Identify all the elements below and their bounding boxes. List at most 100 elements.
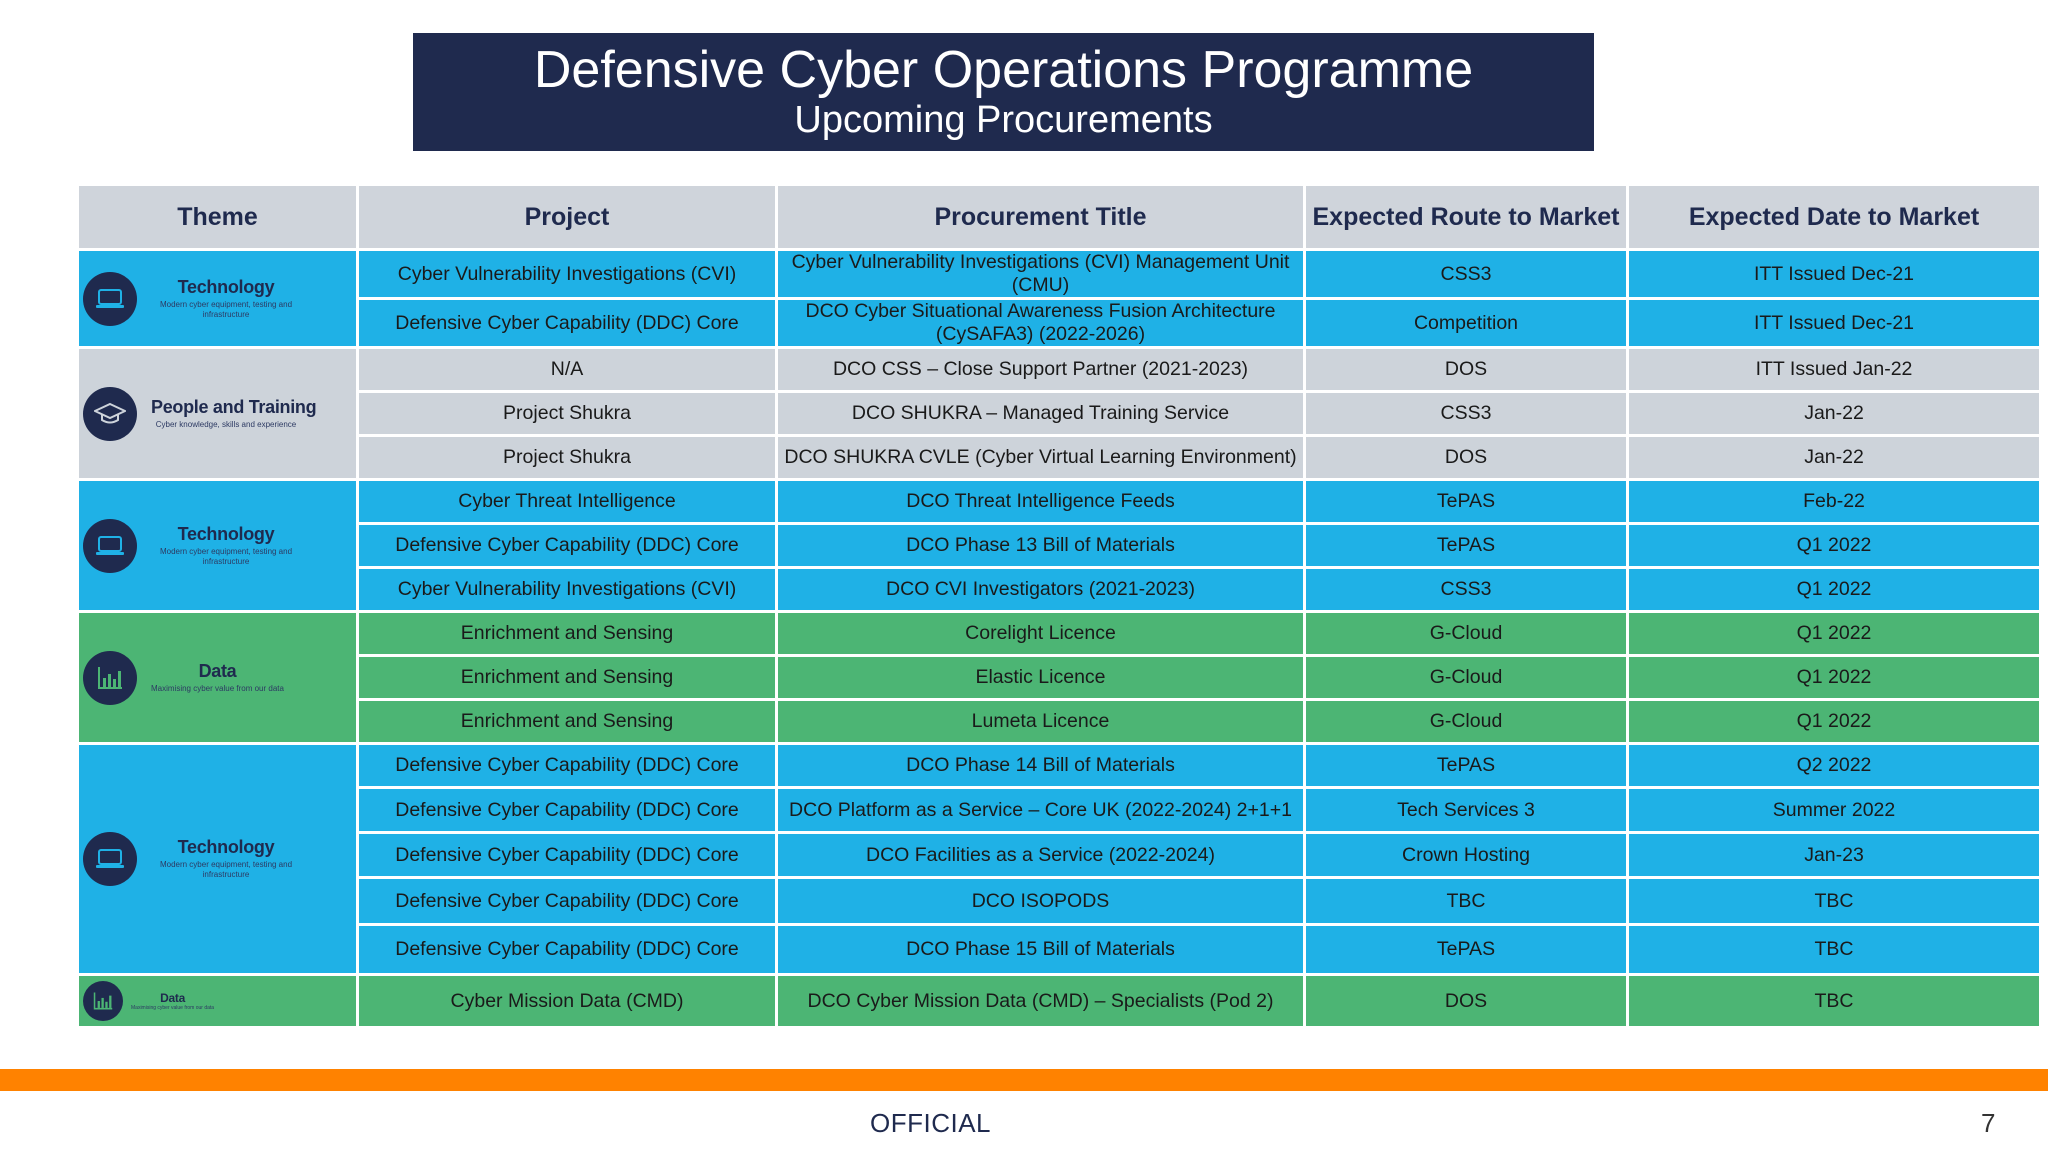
header-theme: Theme xyxy=(76,183,359,251)
page-number: 7 xyxy=(1981,1108,1996,1138)
theme-cell-technology: Technology Modern cyber equipment, testi… xyxy=(76,248,359,349)
procurements-table: Theme Project Procurement Title Expected… xyxy=(76,183,2042,1029)
route-cell: TePAS xyxy=(1303,522,1629,569)
project-cell: Defensive Cyber Capability (DDC) Core xyxy=(356,297,778,349)
date-cell: Feb-22 xyxy=(1626,478,2042,525)
page-subtitle: Upcoming Procurements xyxy=(794,99,1213,141)
table-row: Project Shukra DCO SHUKRA – Managed Trai… xyxy=(78,390,2042,437)
theme-name: People and Training xyxy=(151,396,317,417)
theme-cell-technology: Technology Modern cyber equipment, testi… xyxy=(76,742,359,976)
laptop-icon xyxy=(83,271,137,326)
date-cell: ITT Issued Jan-22 xyxy=(1626,346,2042,393)
project-cell: Project Shukra xyxy=(356,390,778,437)
table-row: Data Maximising cyber value from our dat… xyxy=(76,610,2042,745)
project-cell: Cyber Threat Intelligence xyxy=(356,478,778,525)
route-cell: Competition xyxy=(1303,297,1629,349)
project-cell: Defensive Cyber Capability (DDC) Core xyxy=(356,876,778,926)
table-row: People and Training Cyber knowledge, ski… xyxy=(76,346,2042,481)
project-cell: Defensive Cyber Capability (DDC) Core xyxy=(356,786,778,834)
procurement-title-cell: DCO Platform as a Service – Core UK (202… xyxy=(775,786,1306,834)
project-cell: Cyber Mission Data (CMD) xyxy=(356,973,778,1029)
table-row: Defensive Cyber Capability (DDC) Core DC… xyxy=(78,297,2042,349)
date-cell: Q1 2022 xyxy=(1626,698,2042,745)
route-cell: G-Cloud xyxy=(1303,610,1629,657)
procurement-title-cell: DCO Cyber Mission Data (CMD) – Specialis… xyxy=(775,973,1306,1029)
project-cell: Cyber Vulnerability Investigations (CVI) xyxy=(356,248,778,300)
procurement-title-cell: DCO Phase 15 Bill of Materials xyxy=(775,923,1306,976)
date-cell: Jan-23 xyxy=(1626,831,2042,879)
theme-name: Technology xyxy=(177,523,275,544)
table-row: Defensive Cyber Capability (DDC) Core DC… xyxy=(78,923,2042,976)
project-cell: N/A xyxy=(356,346,778,393)
procurement-title-cell: DCO SHUKRA CVLE (Cyber Virtual Learning … xyxy=(775,434,1306,481)
table-row: Technology Modern cyber equipment, testi… xyxy=(76,742,2042,976)
table-row: Cyber Vulnerability Investigations (CVI)… xyxy=(78,566,2042,613)
theme-name: Technology xyxy=(177,276,275,297)
table-row: Defensive Cyber Capability (DDC) Core DC… xyxy=(78,786,2042,834)
date-cell: Q1 2022 xyxy=(1626,566,2042,613)
route-cell: CSS3 xyxy=(1303,248,1629,300)
laptop-icon xyxy=(83,518,137,573)
route-cell: TBC xyxy=(1303,876,1629,926)
graduation-cap-icon xyxy=(83,386,137,441)
theme-description: Maximising cyber value from our data xyxy=(131,1004,215,1011)
table-row: Technology Modern cyber equipment, testi… xyxy=(76,478,2042,613)
project-cell: Defensive Cyber Capability (DDC) Core xyxy=(356,742,778,789)
date-cell: ITT Issued Dec-21 xyxy=(1626,297,2042,349)
procurement-title-cell: DCO Threat Intelligence Feeds xyxy=(775,478,1306,525)
table-row: Enrichment and Sensing Elastic Licence G… xyxy=(78,654,2042,701)
theme-cell-technology: Technology Modern cyber equipment, testi… xyxy=(76,478,359,613)
theme-description: Cyber knowledge, skills and experience xyxy=(155,419,297,429)
page-title: Defensive Cyber Operations Programme xyxy=(533,41,1474,99)
theme-description: Modern cyber equipment, testing and infr… xyxy=(159,546,293,566)
date-cell: TBC xyxy=(1626,923,2042,976)
route-cell: TePAS xyxy=(1303,478,1629,525)
table-header-row: Theme Project Procurement Title Expected… xyxy=(76,183,2042,251)
project-cell: Enrichment and Sensing xyxy=(356,698,778,745)
procurement-title-cell: DCO SHUKRA – Managed Training Service xyxy=(775,390,1306,437)
table-row: Defensive Cyber Capability (DDC) Core DC… xyxy=(78,831,2042,879)
table-row: Defensive Cyber Capability (DDC) Core DC… xyxy=(78,876,2042,926)
table-row: Defensive Cyber Capability (DDC) Core DC… xyxy=(78,522,2042,569)
theme-cell-data: Data Maximising cyber value from our dat… xyxy=(76,610,359,745)
table-row: Technology Modern cyber equipment, testi… xyxy=(76,248,2042,349)
route-cell: Tech Services 3 xyxy=(1303,786,1629,834)
project-cell: Defensive Cyber Capability (DDC) Core xyxy=(356,522,778,569)
procurement-title-cell: Corelight Licence xyxy=(775,610,1306,657)
procurement-title-cell: Lumeta Licence xyxy=(775,698,1306,745)
route-cell: DOS xyxy=(1303,434,1629,481)
project-cell: Defensive Cyber Capability (DDC) Core xyxy=(356,831,778,879)
project-cell: Enrichment and Sensing xyxy=(356,610,778,657)
route-cell: G-Cloud xyxy=(1303,654,1629,701)
date-cell: Q2 2022 xyxy=(1626,742,2042,789)
laptop-icon xyxy=(83,832,137,886)
date-cell: TBC xyxy=(1626,973,2042,1029)
table-row: Project Shukra DCO SHUKRA CVLE (Cyber Vi… xyxy=(78,434,2042,481)
project-cell: Project Shukra xyxy=(356,434,778,481)
route-cell: Crown Hosting xyxy=(1303,831,1629,879)
project-cell: Cyber Vulnerability Investigations (CVI) xyxy=(356,566,778,613)
theme-name: Technology xyxy=(177,837,275,857)
date-cell: Q1 2022 xyxy=(1626,522,2042,569)
date-cell: Jan-22 xyxy=(1626,390,2042,437)
theme-name: Data xyxy=(198,660,237,681)
project-cell: Defensive Cyber Capability (DDC) Core xyxy=(356,923,778,976)
procurement-title-cell: DCO CSS – Close Support Partner (2021-20… xyxy=(775,346,1306,393)
table-row: Data Maximising cyber value from our dat… xyxy=(76,973,2042,1029)
route-cell: CSS3 xyxy=(1303,390,1629,437)
date-cell: ITT Issued Dec-21 xyxy=(1626,248,2042,300)
theme-description: Maximising cyber value from our data xyxy=(151,683,284,693)
title-banner: Defensive Cyber Operations Programme Upc… xyxy=(413,33,1594,151)
theme-cell-data: Data Maximising cyber value from our dat… xyxy=(76,973,359,1029)
procurement-title-cell: DCO Cyber Situational Awareness Fusion A… xyxy=(775,297,1306,349)
procurement-title-cell: DCO Phase 14 Bill of Materials xyxy=(775,742,1306,789)
procurement-title-cell: Cyber Vulnerability Investigations (CVI)… xyxy=(775,248,1306,300)
route-cell: DOS xyxy=(1303,973,1629,1029)
theme-name: Data xyxy=(160,990,185,1005)
header-project: Project xyxy=(356,183,778,251)
project-cell: Enrichment and Sensing xyxy=(356,654,778,701)
footer-accent-bar xyxy=(0,1069,2048,1091)
theme-cell-people-and-training: People and Training Cyber knowledge, ski… xyxy=(76,346,359,481)
header-route-to-market: Expected Route to Market xyxy=(1303,183,1629,251)
theme-description: Modern cyber equipment, testing and infr… xyxy=(159,299,293,319)
